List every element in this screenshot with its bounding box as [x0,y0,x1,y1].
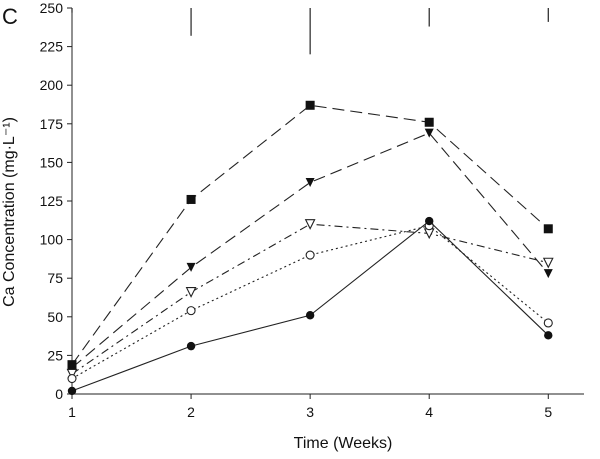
series-line [71,132,549,369]
data-point [544,331,553,340]
x-tick-label: 2 [187,404,195,420]
data-point [186,341,196,351]
data-point [424,128,434,138]
data-point [67,363,77,373]
series-2 [67,128,553,373]
y-tick-label: 250 [40,0,64,16]
series-4 [67,221,553,384]
series-5 [67,216,553,396]
x-tick-label: 1 [68,404,76,420]
y-tick-label: 150 [40,154,64,170]
series-line [71,104,549,365]
data-point [304,219,316,230]
y-tick-label: 225 [40,39,64,55]
y-tick-label: 100 [40,232,64,248]
data-point [305,311,315,320]
x-tick-label: 3 [306,404,314,420]
y-axis-title: Ca Concentration (mg·L⁻¹) [1,117,18,307]
data-point [67,386,77,396]
data-point [305,250,315,260]
data-point [66,368,78,380]
data-point [186,262,196,272]
y-tick-label: 200 [40,77,64,93]
y-tick-label: 50 [47,309,63,325]
y-tick-label: 75 [47,270,63,286]
panel-label: C [2,4,18,29]
x-tick-label: 5 [544,404,552,420]
x-tick-label: 4 [425,404,433,420]
x-axis-title: Time (Weeks) [294,435,393,452]
data-point [425,216,434,226]
data-point [305,100,315,110]
error-bars [71,8,549,55]
series-3 [66,219,554,380]
y-tick-label: 175 [40,116,64,132]
y-tick-label: 0 [55,386,63,402]
y-tick-label: 125 [40,193,64,209]
data-point [424,117,434,127]
data-point [542,257,554,269]
series-1 [67,100,553,370]
series-line [71,220,549,392]
series-line [71,223,549,375]
data-point [67,374,77,384]
series-line [71,225,549,380]
data-point [543,269,553,279]
data-point [186,306,196,316]
data-point [186,194,196,204]
data-point [543,318,553,328]
data-point [305,177,315,187]
data-point [543,224,553,234]
y-tick-label: 25 [47,347,63,363]
series-group [66,100,554,396]
data-point [185,287,197,298]
axes: 0 25 50 75 100 125 150 175 200 225 250 1 2 3 4 5 [40,0,584,420]
